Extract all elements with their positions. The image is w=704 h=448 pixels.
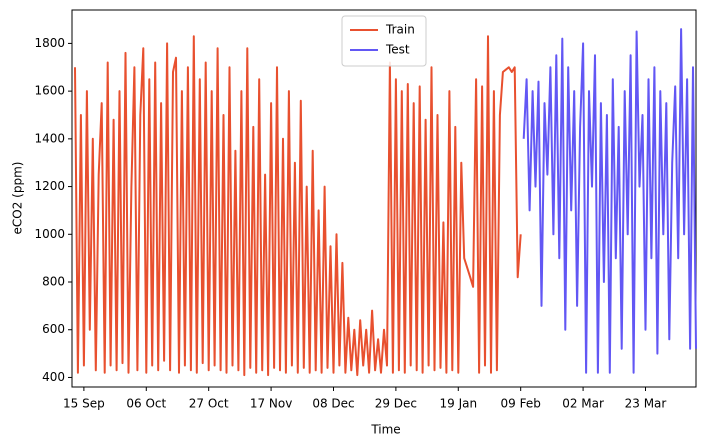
line-series <box>522 28 697 374</box>
x-tick-label: 06 Oct <box>126 397 166 411</box>
x-tick-label: 27 Oct <box>189 397 229 411</box>
legend: Train Test <box>341 15 427 67</box>
line-series <box>74 35 522 377</box>
y-tick-label: 1200 <box>34 179 65 193</box>
x-tick-label: 15 Sep <box>63 397 105 411</box>
x-tick-label: 29 Dec <box>375 397 417 411</box>
y-tick-label: 400 <box>42 370 65 384</box>
legend-box <box>341 15 427 67</box>
legend-label: Train <box>385 23 415 37</box>
legend-label: Test <box>385 43 410 57</box>
y-tick-label: 1000 <box>34 227 65 241</box>
x-tick-label: 19 Jan <box>439 397 477 411</box>
y-tick-label: 800 <box>42 275 65 289</box>
y-tick-label: 1400 <box>34 131 65 145</box>
y-tick-label: 1600 <box>34 84 65 98</box>
x-axis-label: Time <box>370 423 400 437</box>
x-tick-label: 02 Mar <box>562 397 604 411</box>
y-tick-label: 600 <box>42 322 65 336</box>
y-tick-label: 1800 <box>34 36 65 50</box>
x-tick-label: 23 Mar <box>625 397 667 411</box>
x-tick-label: 17 Nov <box>250 397 293 411</box>
y-axis-label: eCO2 (ppm) <box>11 162 25 235</box>
plot-frame <box>71 9 697 388</box>
x-tick-label: 08 Dec <box>312 397 354 411</box>
x-tick-label: 09 Feb <box>501 397 541 411</box>
